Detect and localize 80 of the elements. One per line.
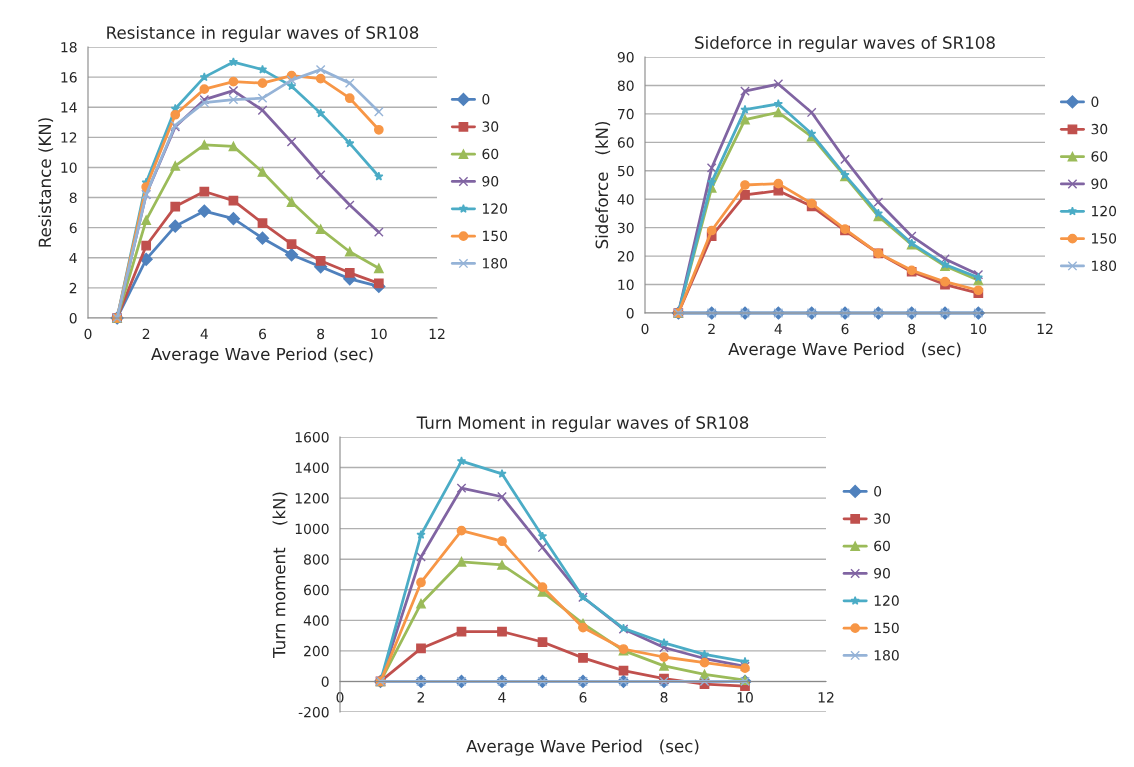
y-tick-label: 10 bbox=[61, 162, 77, 173]
x-tick-label: 6 bbox=[841, 323, 849, 335]
legend-label: 30 bbox=[874, 513, 890, 524]
x-tick-label: 10 bbox=[971, 323, 987, 335]
legend-label: 90 bbox=[874, 568, 890, 579]
x-tick-label: 6 bbox=[259, 328, 267, 340]
y-tick-label: -200 bbox=[298, 706, 329, 718]
legend-label: 180 bbox=[874, 650, 899, 661]
y-tick-label: 2 bbox=[69, 282, 77, 294]
y-tick-label: 0 bbox=[321, 676, 329, 687]
y-tick-label: 600 bbox=[304, 584, 329, 596]
y-tick-label: 60 bbox=[617, 137, 634, 148]
y-tick-label: 800 bbox=[304, 554, 329, 565]
y-tick-label: 50 bbox=[617, 165, 634, 177]
legend-label: 0 bbox=[874, 486, 882, 497]
y-tick-label: 4 bbox=[69, 252, 77, 264]
y-tick-label: 400 bbox=[303, 615, 329, 626]
legend-label: 90 bbox=[1091, 178, 1108, 190]
y-tick-label: 1400 bbox=[295, 462, 329, 474]
x-tick-label: 4 bbox=[498, 692, 506, 703]
x-tick-label: 0 bbox=[641, 323, 649, 335]
y-tick-label: 12 bbox=[61, 132, 77, 143]
x-tick-label: 4 bbox=[774, 323, 782, 334]
x-axis-title: Average Wave Period (sec) bbox=[728, 342, 961, 359]
x-tick-label: 8 bbox=[908, 323, 916, 335]
x-tick-label: 8 bbox=[660, 692, 668, 703]
x-axis-title: Average Wave Period (sec) bbox=[151, 347, 373, 364]
legend-label: 180 bbox=[1092, 260, 1117, 272]
y-tick-label: 0 bbox=[69, 312, 77, 324]
x-tick-label: 2 bbox=[417, 692, 425, 703]
x-axis-title: Average Wave Period (sec) bbox=[466, 739, 699, 756]
legend-label: 150 bbox=[874, 622, 899, 634]
y-tick-label: 16 bbox=[61, 72, 77, 83]
y-tick-label: 10 bbox=[618, 279, 634, 291]
y-axis-title: Sideforce (kN) bbox=[595, 121, 611, 249]
y-tick-label: 80 bbox=[617, 80, 634, 91]
chart-title: Turn Moment in regular waves of SR108 bbox=[416, 416, 749, 433]
y-tick-label: 1200 bbox=[295, 493, 329, 504]
legend-label: 60 bbox=[874, 540, 890, 552]
x-tick-label: 4 bbox=[200, 328, 208, 339]
y-axis-title: Resistance (KN) bbox=[38, 118, 54, 247]
y-tick-label: 18 bbox=[61, 41, 77, 53]
legend-label: 120 bbox=[483, 203, 508, 214]
legend-label: 90 bbox=[482, 176, 499, 187]
x-tick-label: 2 bbox=[708, 323, 715, 334]
y-axis-title: Turn moment (kN) bbox=[272, 492, 288, 659]
chart-title: Sideforce in regular waves of SR108 bbox=[695, 36, 995, 53]
legend-label: 0 bbox=[482, 94, 490, 105]
x-tick-label: 0 bbox=[336, 692, 344, 703]
y-tick-label: 0 bbox=[626, 307, 634, 319]
y-tick-label: 6 bbox=[69, 222, 77, 234]
y-tick-label: 70 bbox=[618, 108, 634, 120]
y-tick-label: 200 bbox=[304, 645, 329, 657]
legend-label: 30 bbox=[482, 121, 499, 132]
chart-title: Resistance in regular waves of SR108 bbox=[107, 26, 419, 43]
legend-label: 180 bbox=[483, 258, 508, 269]
legend-label: 30 bbox=[1091, 123, 1108, 135]
legend-label: 0 bbox=[1091, 96, 1099, 108]
legend-label: 120 bbox=[1092, 205, 1117, 217]
x-tick-label: 12 bbox=[429, 328, 445, 339]
x-tick-label: 2 bbox=[142, 328, 150, 339]
x-tick-label: 0 bbox=[84, 328, 92, 340]
x-tick-label: 6 bbox=[579, 692, 587, 703]
legend-label: 60 bbox=[482, 148, 499, 160]
x-tick-label: 10 bbox=[371, 328, 387, 340]
legend-label: 150 bbox=[483, 230, 508, 242]
x-tick-label: 10 bbox=[737, 692, 753, 703]
x-tick-label: 12 bbox=[1037, 323, 1053, 334]
y-tick-label: 90 bbox=[617, 51, 634, 63]
x-tick-label: 12 bbox=[818, 692, 834, 703]
y-tick-label: 8 bbox=[69, 192, 77, 204]
y-tick-label: 40 bbox=[617, 194, 634, 205]
legend-label: 120 bbox=[874, 595, 899, 606]
y-tick-label: 14 bbox=[61, 102, 77, 113]
legend-label: 150 bbox=[1092, 233, 1117, 244]
y-tick-label: 1000 bbox=[295, 523, 329, 535]
y-tick-label: 1600 bbox=[295, 431, 329, 443]
legend-label: 60 bbox=[1091, 151, 1108, 162]
y-tick-label: 30 bbox=[617, 222, 634, 234]
y-tick-label: 20 bbox=[617, 251, 634, 262]
